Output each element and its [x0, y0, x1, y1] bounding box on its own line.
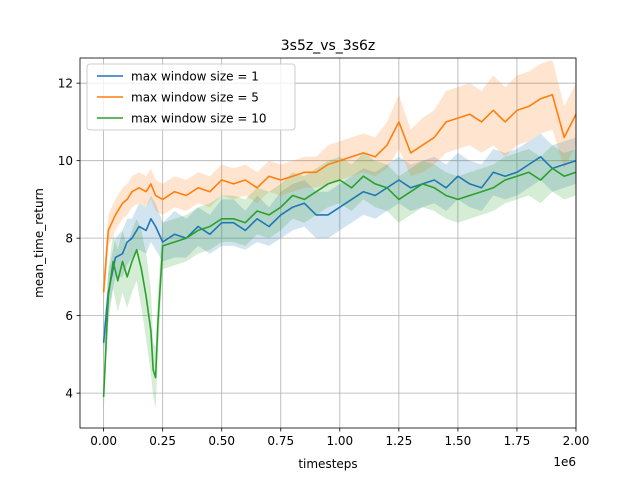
y-axis-label: mean_time_return: [32, 188, 46, 298]
confidence-band-series-2: [103, 59, 576, 308]
y-axis-ticks: 4 6 8 10 12: [58, 77, 80, 401]
x-tick-label: 0.50: [208, 434, 235, 448]
x-axis-label: timesteps: [298, 457, 357, 471]
legend-label-series-2: max window size = 5: [131, 91, 259, 105]
x-tick-label: 0.00: [90, 434, 117, 448]
x-tick-label: 2.00: [563, 434, 590, 448]
x-axis-ticks: 0.00 0.25 0.50 0.75 1.00 1.25 1.50 1.75 2.00: [90, 428, 589, 448]
y-tick-label: 8: [65, 232, 73, 246]
x-tick-label: 1.50: [445, 434, 472, 448]
x-tick-label: 0.75: [267, 434, 294, 448]
plot-frame: [79, 57, 577, 429]
y-tick-label: 12: [58, 77, 73, 91]
legend-box: [86, 63, 296, 131]
line-series-3: [102, 167, 577, 398]
x-tick-label: 1.00: [326, 434, 353, 448]
x-tick-label: 1.25: [385, 434, 412, 448]
confidence-band-series-1: [103, 133, 576, 359]
series-lines: [102, 94, 577, 398]
line-series-1: [102, 156, 577, 343]
line-series-2: [102, 94, 577, 293]
x-tick-label: 1.75: [504, 434, 531, 448]
y-tick-label: 4: [65, 387, 73, 401]
legend: max window size = 1 max window size = 5 …: [86, 63, 296, 131]
y-tick-label: 6: [65, 309, 73, 323]
chart-title: 3s5z_vs_3s6z: [281, 38, 376, 54]
legend-label-series-1: max window size = 1: [131, 70, 259, 84]
y-tick-label: 10: [58, 154, 73, 168]
x-tick-label: 0.25: [149, 434, 176, 448]
confidence-band-series-3: [103, 145, 576, 413]
legend-label-series-3: max window size = 10: [131, 112, 267, 126]
x-axis-scale-label: 1e6: [553, 455, 576, 469]
confidence-bands: [103, 59, 576, 413]
